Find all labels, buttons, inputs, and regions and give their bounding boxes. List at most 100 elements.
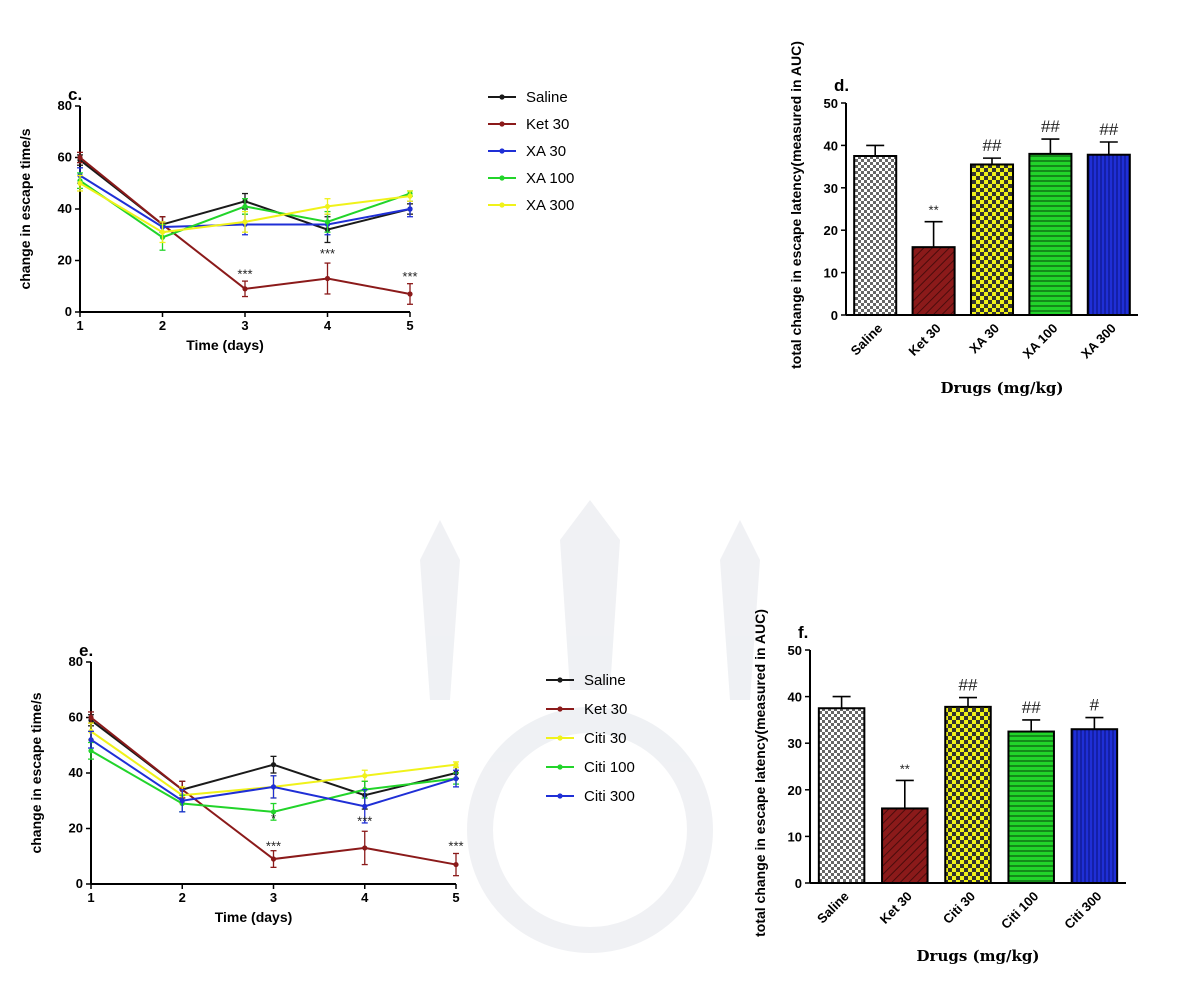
x-tick-label: 2 — [179, 890, 186, 905]
significance-label: ## — [1041, 117, 1060, 136]
significance-label: ## — [1099, 120, 1118, 139]
bar — [1028, 152, 1073, 316]
legend-label: XA 30 — [526, 143, 566, 160]
legend-label: Citi 300 — [584, 788, 635, 805]
x-tick-label: 5 — [406, 318, 413, 333]
category-label: Citi 300 — [1061, 889, 1104, 932]
bar — [944, 705, 992, 884]
x-axis-title: Drugs (mg/kg) — [917, 947, 1040, 965]
legend-marker — [499, 175, 505, 181]
y-tick-label: 0 — [831, 308, 838, 323]
legend-label: Ket 30 — [526, 116, 569, 133]
data-point — [179, 798, 185, 804]
y-tick-label: 40 — [58, 201, 72, 216]
panel-label: f. — [798, 623, 808, 642]
data-point — [270, 762, 277, 768]
legend-marker — [499, 94, 505, 100]
legend-item: Ket 30 — [546, 701, 627, 718]
panel-label: e. — [79, 641, 93, 660]
data-point — [324, 203, 331, 210]
data-point — [362, 845, 368, 851]
y-tick-label: 0 — [76, 876, 83, 891]
bar — [1086, 153, 1131, 316]
series-ket-30 — [88, 711, 459, 877]
legend-label: Saline — [526, 89, 568, 106]
significance-label: *** — [448, 839, 463, 854]
data-point — [242, 203, 248, 210]
significance-label: ## — [983, 136, 1002, 155]
x-axis-title: Drugs (mg/kg) — [941, 379, 1064, 397]
data-point — [270, 856, 277, 862]
category-label: XA 30 — [966, 321, 1002, 357]
series-xa-300 — [77, 174, 413, 244]
x-axis-title: Time (days) — [215, 909, 293, 925]
x-tick-label: 5 — [452, 890, 459, 905]
data-point — [453, 775, 459, 782]
y-axis-title: total change in escape latency(measured … — [752, 609, 768, 937]
watermark-leaf — [420, 520, 460, 700]
y-tick-label: 50 — [788, 643, 802, 658]
data-point — [77, 154, 83, 161]
y-tick-label: 0 — [795, 876, 802, 891]
data-point — [407, 206, 413, 212]
data-point — [88, 748, 94, 754]
category-label: Ket 30 — [877, 889, 915, 927]
y-tick-label: 60 — [58, 150, 72, 165]
y-tick-label: 30 — [824, 181, 838, 196]
line-chart-c: c. 0 20 40 60 80 1 2 3 4 5 Time (days) change in esc… — [17, 85, 574, 353]
panel-label: c. — [68, 85, 82, 104]
y-tick-label: 20 — [824, 223, 838, 238]
category-label: XA 100 — [1020, 321, 1061, 362]
x-tick-label: 4 — [324, 318, 332, 333]
significance-label: ## — [959, 676, 978, 695]
data-point — [159, 229, 166, 235]
category-label: Saline — [814, 889, 852, 927]
data-point — [242, 286, 248, 292]
legend-item: XA 30 — [488, 143, 566, 160]
bar-chart-f: f. 0 10 20 30 40 50 Saline ** Ket 30 ## Citi 30 ## Ci… — [752, 609, 1126, 965]
y-tick-label: 40 — [69, 765, 83, 780]
y-axis-title: total change in escape latency(measured … — [788, 41, 804, 369]
significance-label: ** — [929, 203, 939, 218]
legend-marker — [499, 148, 505, 154]
data-point — [362, 773, 368, 779]
data-point — [88, 737, 94, 743]
data-point — [453, 762, 459, 768]
data-point — [407, 193, 413, 199]
legend-marker — [557, 677, 563, 683]
y-tick-label: 20 — [58, 253, 72, 268]
watermark-leaf — [720, 520, 760, 700]
bar — [881, 807, 929, 884]
data-point — [77, 180, 83, 186]
significance-label: ** — [900, 761, 910, 776]
legend-marker — [557, 706, 563, 712]
legend-marker — [557, 793, 563, 799]
bar-chart-d: d. 0 10 20 30 40 50 Saline ** Ket 30 ## XA 30 ## XA 1… — [788, 41, 1138, 397]
y-tick-label: 40 — [788, 690, 802, 705]
legend-label: Ket 30 — [584, 701, 627, 718]
category-label: Ket 30 — [906, 321, 944, 359]
y-axis-title: change in escape time/s — [28, 692, 44, 853]
x-tick-label: 3 — [270, 890, 277, 905]
legend-marker — [557, 735, 563, 741]
y-tick-label: 20 — [69, 821, 83, 836]
y-tick-label: 50 — [824, 96, 838, 111]
data-point — [453, 861, 459, 868]
bar — [817, 707, 866, 884]
significance-label: *** — [320, 246, 335, 261]
significance-label: *** — [402, 269, 417, 284]
x-axis-title: Time (days) — [186, 337, 264, 353]
y-tick-label: 20 — [788, 783, 802, 798]
legend-item: XA 100 — [488, 170, 574, 187]
data-point — [270, 784, 277, 790]
bar — [1007, 730, 1055, 884]
y-tick-label: 80 — [58, 98, 72, 113]
y-tick-label: 0 — [65, 304, 72, 319]
data-point — [407, 291, 413, 297]
legend-marker — [499, 121, 505, 127]
significance-label: # — [1090, 696, 1100, 715]
line-chart-e: e. 0 20 40 60 80 1 2 3 4 5 Time (days) change in esc… — [28, 641, 635, 925]
y-tick-label: 40 — [824, 138, 838, 153]
category-label: Citi 30 — [940, 889, 978, 927]
